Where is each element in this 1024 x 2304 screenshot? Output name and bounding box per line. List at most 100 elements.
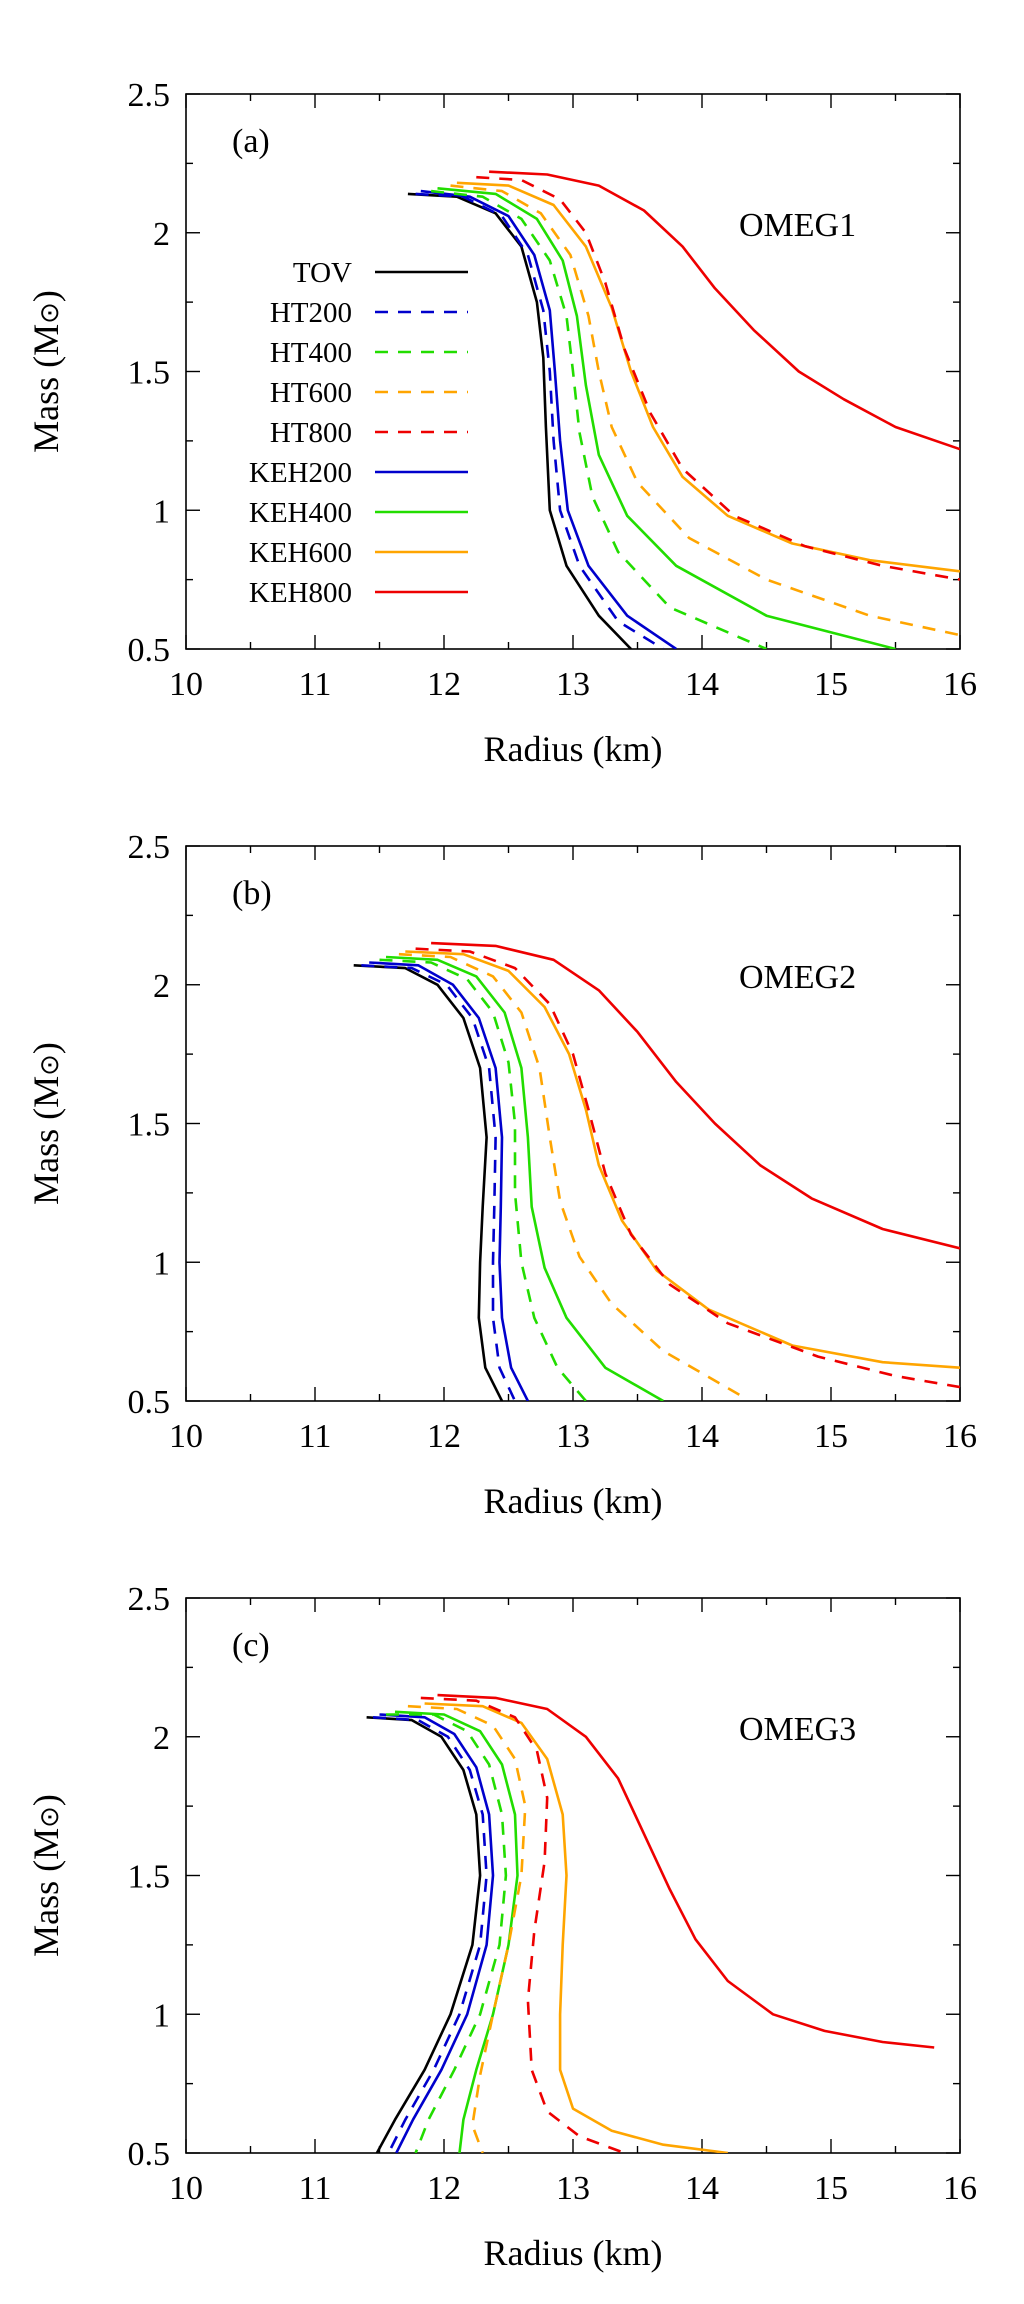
series-line-keh600 [424, 1702, 728, 2153]
series-line-ht200 [415, 192, 664, 649]
y-tick-label: 1.5 [128, 355, 171, 392]
y-tick-label: 1 [153, 1997, 170, 2034]
x-tick-label: 13 [556, 1418, 590, 1455]
y-axis-title-main: Mass (M [26, 1828, 66, 1957]
y-tick-label: 0.5 [128, 632, 171, 669]
panel-label: (b) [232, 875, 272, 912]
x-tick-label: 10 [169, 666, 203, 703]
panel-label: (a) [232, 123, 270, 160]
x-tick-label: 16 [943, 1418, 977, 1455]
legend-label: KEH800 [249, 577, 352, 609]
x-tick-label: 14 [685, 1418, 719, 1455]
x-tick-label: 15 [814, 666, 848, 703]
x-tick-label: 11 [299, 666, 332, 703]
series-line-keh800 [489, 170, 960, 451]
series-line-ht600 [398, 952, 742, 1397]
x-axis-title: Radius (km) [484, 2233, 663, 2273]
series-line-ht400 [430, 189, 768, 649]
y-axis-title-main: Mass (M [26, 324, 66, 453]
x-tick-label: 15 [814, 1418, 848, 1455]
y-tick-label: 2 [153, 1720, 170, 1757]
series-line-keh200 [369, 961, 530, 1401]
legend-label: HT600 [270, 377, 352, 409]
sun-symbol-icon: ⊙ [35, 1054, 65, 1076]
y-axis-title: Mass (M⊙) [26, 1794, 66, 1957]
series-line-ht200 [361, 964, 517, 1401]
y-tick-label: 2.5 [128, 1581, 171, 1618]
y-tick-label: 2 [153, 216, 170, 253]
plot-frame [185, 1597, 961, 2154]
x-tick-label: 16 [943, 2170, 977, 2207]
model-label: OMEG2 [739, 959, 856, 996]
x-tick-label: 12 [427, 1418, 461, 1455]
x-tick-label: 14 [685, 666, 719, 703]
series-line-ht800 [476, 175, 960, 581]
y-axis-title-end: ) [26, 290, 66, 302]
x-tick-label: 11 [299, 2170, 332, 2207]
x-tick-label: 13 [556, 666, 590, 703]
series-line-keh400 [437, 187, 896, 649]
series-line-keh800 [437, 1693, 935, 2049]
chart-panel-2: 10 11 12 13 14 15 16 0.5 1 1.5 2 2.5 Radius (km) Mass… [26, 829, 977, 1521]
x-axis-title: Radius (km) [484, 729, 663, 769]
x-axis-title: Radius (km) [484, 1481, 663, 1521]
y-tick-label: 0.5 [128, 2136, 171, 2173]
series-line-ht400 [379, 958, 587, 1401]
y-tick-label: 1 [153, 1245, 170, 1282]
series-line-keh400 [385, 955, 664, 1401]
legend-label: KEH200 [249, 457, 352, 489]
legend: TOV HT200 HT400 HT600 HT800 KEH200 KEH400 KEH60… [249, 257, 468, 609]
series-line-keh800 [431, 941, 960, 1250]
x-tick-label: 16 [943, 666, 977, 703]
y-axis-title-end: ) [26, 1794, 66, 1806]
series-line-keh600 [405, 950, 960, 1369]
series-group [353, 941, 960, 1401]
model-label: OMEG1 [739, 207, 856, 244]
x-tick-label: 10 [169, 1418, 203, 1455]
x-tick-label: 10 [169, 2170, 203, 2207]
series-line-ht800 [415, 947, 960, 1389]
y-tick-label: 1 [153, 493, 170, 530]
sun-symbol-icon: ⊙ [35, 1806, 65, 1828]
series-line-keh200 [420, 189, 677, 649]
legend-label: HT400 [270, 337, 352, 369]
legend-label: TOV [293, 257, 352, 289]
y-tick-label: 2 [153, 968, 170, 1005]
y-axis-title: Mass (M⊙) [26, 290, 66, 453]
legend-label: KEH400 [249, 497, 352, 529]
series-line-keh400 [394, 1710, 519, 2153]
series-group [366, 1693, 935, 2153]
chart-panel-1: 10 11 12 13 14 15 16 0.5 1 1.5 2 2.5 Radius (km) Mass… [26, 77, 977, 769]
legend-label: KEH600 [249, 537, 352, 569]
series-line-tov [366, 1716, 482, 2153]
series-line-ht400 [386, 1713, 508, 2153]
y-tick-label: 2.5 [128, 77, 171, 114]
x-tick-label: 14 [685, 2170, 719, 2207]
series-group [407, 170, 960, 649]
y-tick-label: 2.5 [128, 829, 171, 866]
y-axis-title: Mass (M⊙) [26, 1042, 66, 1205]
series-line-keh200 [379, 1713, 495, 2153]
series-line-ht800 [420, 1696, 626, 2153]
y-tick-label: 1.5 [128, 1107, 171, 1144]
x-tick-label: 15 [814, 2170, 848, 2207]
series-line-ht200 [372, 1716, 488, 2153]
sun-symbol-icon: ⊙ [35, 302, 65, 324]
y-axis-title-end: ) [26, 1042, 66, 1054]
x-tick-label: 13 [556, 2170, 590, 2207]
series-line-keh600 [456, 181, 960, 573]
chart-panel-3: 10 11 12 13 14 15 16 0.5 1 1.5 2 2.5 Radius (km) Mass… [26, 1581, 977, 2273]
legend-label: HT200 [270, 297, 352, 329]
legend-label: HT800 [270, 417, 352, 449]
series-line-ht600 [407, 1704, 527, 2153]
series-line-tov [353, 964, 504, 1401]
model-label: OMEG3 [739, 1711, 856, 1748]
x-tick-label: 12 [427, 2170, 461, 2207]
x-tick-label: 11 [299, 1418, 332, 1455]
x-tick-label: 12 [427, 666, 461, 703]
y-axis-title-main: Mass (M [26, 1076, 66, 1205]
plot-frame [185, 845, 961, 1402]
y-tick-label: 1.5 [128, 1859, 171, 1896]
panel-label: (c) [232, 1627, 270, 1664]
